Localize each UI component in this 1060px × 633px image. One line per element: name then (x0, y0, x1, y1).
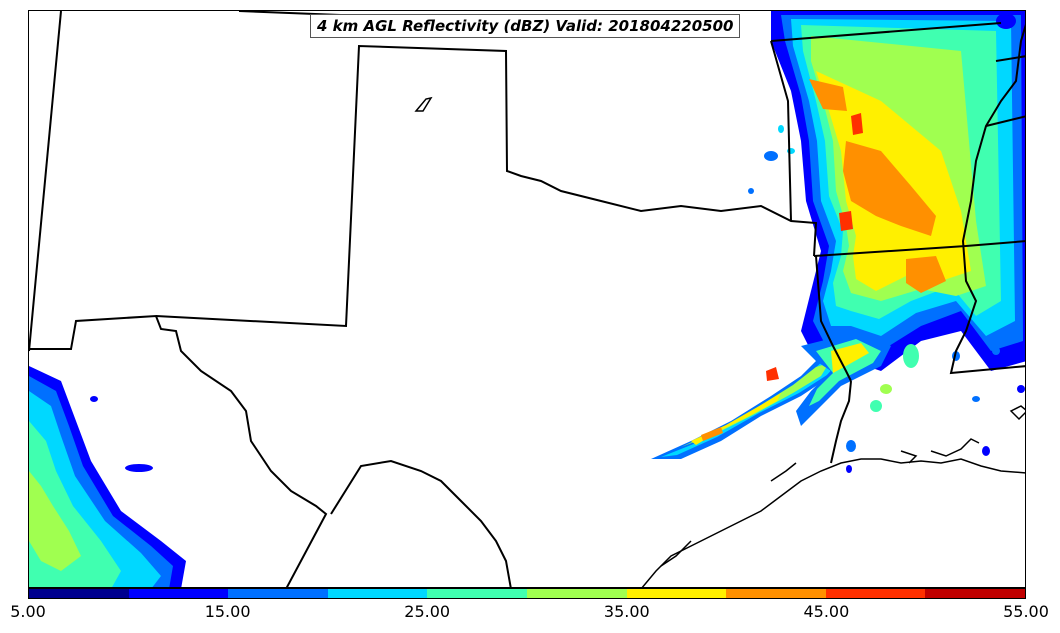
colorbar-tick-label: 35.00 (603, 602, 650, 621)
colorbar-tick-label: 55.00 (1003, 602, 1049, 621)
colorbar-segment (825, 589, 926, 598)
gulf-coastline (414, 96, 1025, 587)
map-title: 4 km AGL Reflectivity (dBZ) Valid: 20180… (310, 14, 741, 38)
colorbar-tick-label: 15.00 (204, 602, 251, 621)
colorbar-segment (427, 589, 527, 598)
map-frame (28, 10, 1026, 588)
colorbar-segment (726, 589, 826, 598)
colorbar-segment (526, 589, 627, 598)
colorbar (28, 588, 1026, 599)
colorbar-tick-label: 45.00 (803, 602, 850, 621)
colorbar-segment (925, 589, 1025, 598)
reflectivity-east (771, 11, 1025, 371)
colorbar-segment (327, 589, 428, 598)
colorbar-segment (626, 589, 727, 598)
reflectivity-scattered-cells (90, 13, 1025, 473)
reflectivity-squall-line (651, 331, 891, 459)
colorbar-segment (128, 589, 229, 598)
colorbar-segment (29, 589, 129, 598)
colorbar-segment (228, 589, 328, 598)
reflectivity-southwest (29, 366, 186, 587)
colorbar-tick-label: 25.00 (404, 602, 451, 621)
colorbar-tick-label: 5.00 (10, 602, 46, 621)
state-boundaries (29, 11, 1025, 587)
reflectivity-map (29, 11, 1025, 587)
